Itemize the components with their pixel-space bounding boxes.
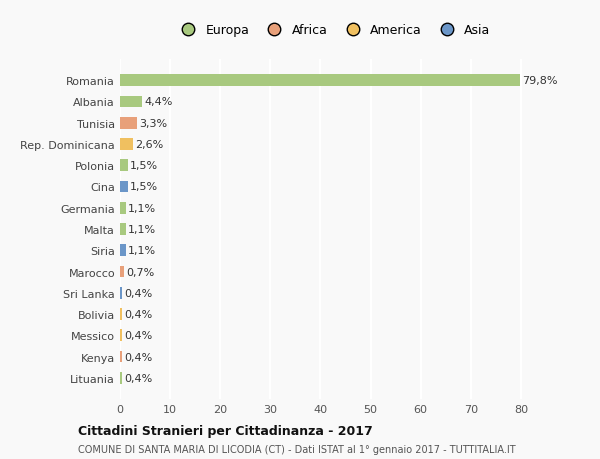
Bar — [120, 75, 520, 87]
Bar — [120, 181, 128, 193]
Text: 1,1%: 1,1% — [128, 224, 156, 235]
Bar — [120, 351, 122, 363]
Text: 0,4%: 0,4% — [125, 373, 153, 383]
Text: 0,4%: 0,4% — [125, 309, 153, 319]
Bar — [120, 202, 125, 214]
Text: 2,6%: 2,6% — [136, 140, 164, 150]
Text: 1,5%: 1,5% — [130, 161, 158, 171]
Bar — [120, 372, 122, 384]
Bar — [120, 287, 122, 299]
Bar — [120, 96, 142, 108]
Text: 1,5%: 1,5% — [130, 182, 158, 192]
Text: 0,4%: 0,4% — [125, 288, 153, 298]
Bar — [120, 245, 125, 257]
Text: 0,7%: 0,7% — [126, 267, 154, 277]
Text: 1,1%: 1,1% — [128, 246, 156, 256]
Text: 1,1%: 1,1% — [128, 203, 156, 213]
Text: 4,4%: 4,4% — [145, 97, 173, 107]
Bar — [120, 308, 122, 320]
Bar — [120, 330, 122, 341]
Text: COMUNE DI SANTA MARIA DI LICODIA (CT) - Dati ISTAT al 1° gennaio 2017 - TUTTITAL: COMUNE DI SANTA MARIA DI LICODIA (CT) - … — [78, 444, 515, 454]
Text: 3,3%: 3,3% — [139, 118, 167, 129]
Bar — [120, 266, 124, 278]
Bar — [120, 224, 125, 235]
Text: 0,4%: 0,4% — [125, 352, 153, 362]
Legend: Europa, Africa, America, Asia: Europa, Africa, America, Asia — [173, 22, 493, 40]
Bar — [120, 160, 128, 172]
Bar — [120, 118, 137, 129]
Bar — [120, 139, 133, 151]
Text: Cittadini Stranieri per Cittadinanza - 2017: Cittadini Stranieri per Cittadinanza - 2… — [78, 424, 373, 437]
Text: 79,8%: 79,8% — [523, 76, 558, 86]
Text: 0,4%: 0,4% — [125, 330, 153, 341]
